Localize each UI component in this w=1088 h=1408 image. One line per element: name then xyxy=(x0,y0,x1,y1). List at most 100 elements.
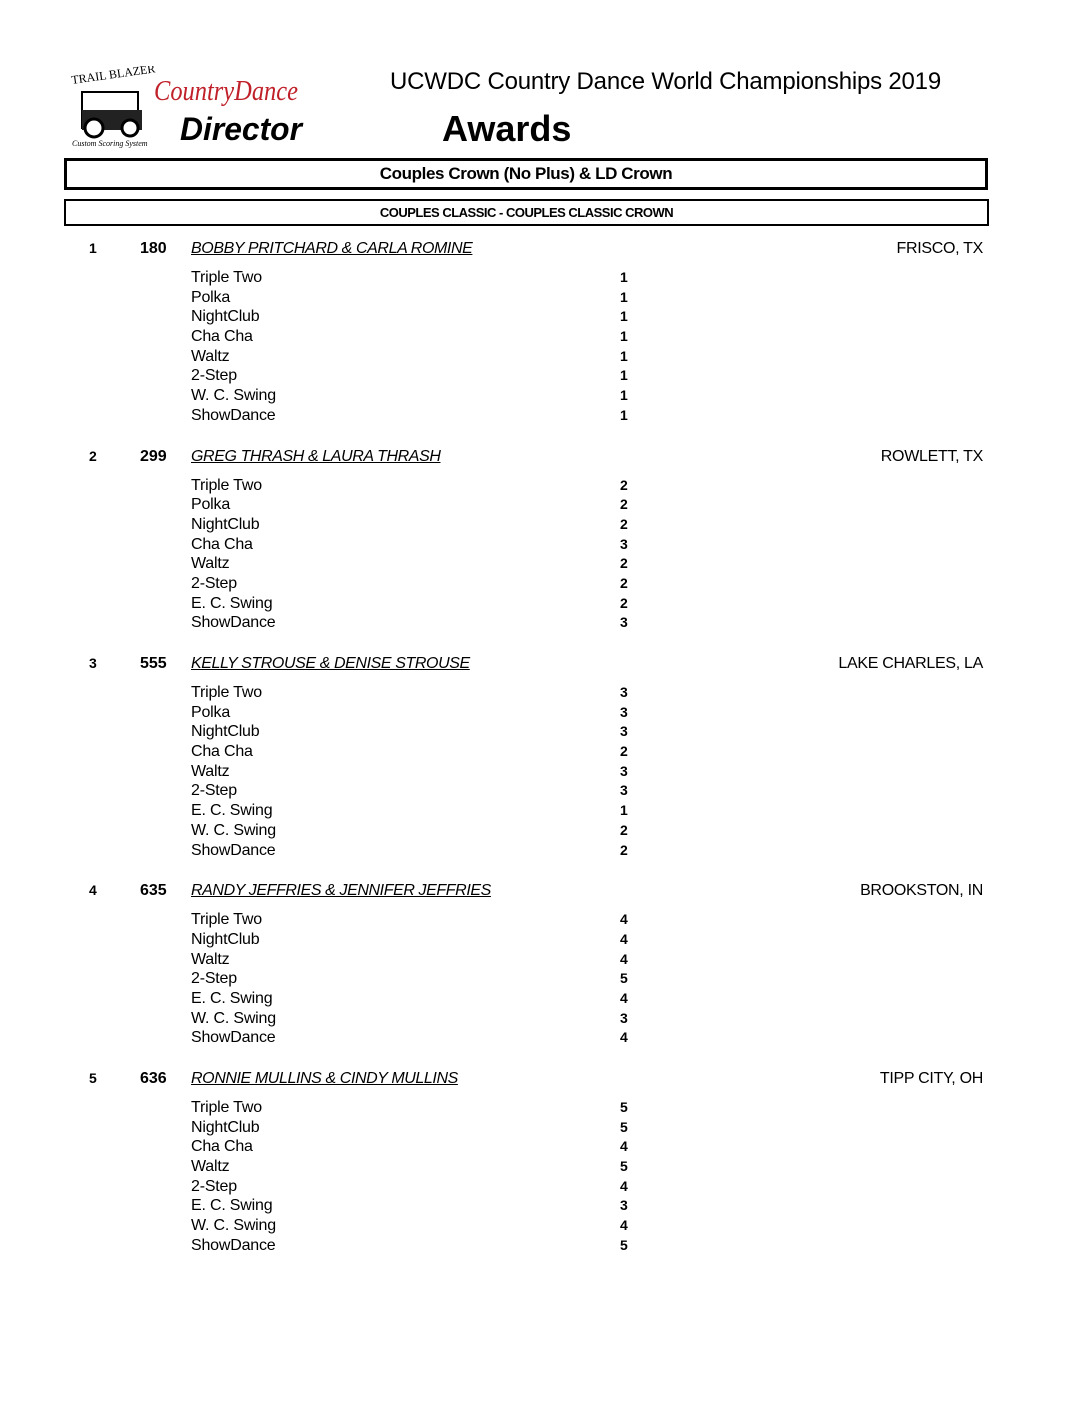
dance-row: NightClub 2 xyxy=(0,516,1088,536)
dance-row: Waltz 4 xyxy=(0,951,1088,971)
hometown: TIPP CITY, OH xyxy=(879,1070,983,1087)
couple-name: KELLY STROUSE & DENISE STROUSE xyxy=(191,655,470,672)
dance-row: Waltz 2 xyxy=(0,555,1088,575)
dance-placement: 3 xyxy=(620,762,628,779)
dance-row: Triple Two 5 xyxy=(0,1099,1088,1119)
dance-placement: 2 xyxy=(620,841,628,858)
result-entry: 2 299 GREG THRASH & LAURA THRASH ROWLETT… xyxy=(0,446,1088,635)
entry-header: 3 555 KELLY STROUSE & DENISE STROUSE LAK… xyxy=(0,653,1088,684)
result-entry: 3 555 KELLY STROUSE & DENISE STROUSE LAK… xyxy=(0,653,1088,861)
couple-name: BOBBY PRITCHARD & CARLA ROMINE xyxy=(191,240,473,257)
entry-header: 1 180 BOBBY PRITCHARD & CARLA ROMINE FRI… xyxy=(0,238,1088,269)
couple-number: 299 xyxy=(140,447,167,465)
dance-name: E. C. Swing xyxy=(191,989,273,1007)
dance-name: NightClub xyxy=(191,515,260,533)
dance-name: Polka xyxy=(191,288,231,306)
result-entry: 4 635 RANDY JEFFRIES & JENNIFER JEFFRIES… xyxy=(0,880,1088,1049)
dance-name: Waltz xyxy=(191,1158,230,1176)
dance-row: E. C. Swing 1 xyxy=(0,802,1088,822)
dance-name: ShowDance xyxy=(191,406,276,424)
dance-placement: 3 xyxy=(620,703,628,720)
dance-placement: 4 xyxy=(620,1138,628,1155)
dance-name: ShowDance xyxy=(191,1236,276,1254)
dance-placement: 4 xyxy=(620,1177,628,1194)
dance-placement: 3 xyxy=(620,723,628,740)
dance-row: Triple Two 3 xyxy=(0,684,1088,704)
result-entry: 5 636 RONNIE MULLINS & CINDY MULLINS TIP… xyxy=(0,1068,1088,1257)
dance-name: Triple Two xyxy=(191,476,262,494)
couple-name: GREG THRASH & LAURA THRASH xyxy=(191,447,441,465)
dance-row: 2-Step 4 xyxy=(0,1178,1088,1198)
dance-placement: 4 xyxy=(620,930,628,947)
dance-placement: 1 xyxy=(620,269,628,285)
dance-placement: 2 xyxy=(620,496,628,513)
hometown: BROOKSTON, IN xyxy=(860,882,983,900)
dance-name: W. C. Swing xyxy=(191,1009,276,1027)
dance-name: 2-Step xyxy=(191,782,237,800)
couple-name: RONNIE MULLINS & CINDY MULLINS xyxy=(191,1070,458,1087)
dance-placement: 2 xyxy=(620,574,628,591)
dance-name: Waltz xyxy=(191,555,230,573)
dance-row: 2-Step 5 xyxy=(0,970,1088,990)
dance-placement: 1 xyxy=(620,367,628,384)
dance-placement: 3 xyxy=(620,1197,628,1214)
couple-number: 555 xyxy=(140,655,167,672)
dance-row: Waltz 1 xyxy=(0,348,1088,368)
dance-row: W. C. Swing 4 xyxy=(0,1217,1088,1237)
dance-row: 2-Step 1 xyxy=(0,367,1088,387)
dance-name: E. C. Swing xyxy=(191,1197,273,1215)
dance-placement: 1 xyxy=(620,308,628,325)
dance-name: Cha Cha xyxy=(191,743,253,761)
dance-placement: 4 xyxy=(620,911,628,928)
couple-number: 636 xyxy=(140,1070,167,1087)
svg-text:TRAIL BLAZER: TRAIL BLAZER xyxy=(70,66,156,87)
dance-row: Cha Cha 2 xyxy=(0,743,1088,763)
svg-text:Custom Scoring System: Custom Scoring System xyxy=(72,139,148,148)
dance-name: Waltz xyxy=(191,347,230,365)
dance-placement: 4 xyxy=(620,989,628,1006)
dance-row: 2-Step 2 xyxy=(0,575,1088,595)
entry-header: 4 635 RANDY JEFFRIES & JENNIFER JEFFRIES… xyxy=(0,880,1088,911)
dance-row: E. C. Swing 4 xyxy=(0,990,1088,1010)
dance-name: W. C. Swing xyxy=(191,387,276,405)
entry-header: 2 299 GREG THRASH & LAURA THRASH ROWLETT… xyxy=(0,446,1088,477)
dance-placement: 2 xyxy=(620,515,628,532)
dance-placement: 3 xyxy=(620,684,628,700)
hometown: ROWLETT, TX xyxy=(880,447,984,465)
dance-placement: 5 xyxy=(620,1099,628,1115)
dance-row: W. C. Swing 2 xyxy=(0,822,1088,842)
dance-name: Waltz xyxy=(191,950,230,968)
dance-name: Waltz xyxy=(191,762,230,780)
dance-placement: 2 xyxy=(620,743,628,760)
dance-row: Waltz 5 xyxy=(0,1158,1088,1178)
dance-row: E. C. Swing 2 xyxy=(0,595,1088,615)
dance-row: Cha Cha 4 xyxy=(0,1138,1088,1158)
dance-row: W. C. Swing 1 xyxy=(0,387,1088,407)
dance-placement: 1 xyxy=(620,347,628,364)
dance-row: Triple Two 2 xyxy=(0,477,1088,497)
dance-row: Cha Cha 3 xyxy=(0,536,1088,556)
dance-row: ShowDance 2 xyxy=(0,842,1088,862)
dance-placement: 4 xyxy=(620,950,628,967)
dance-name: 2-Step xyxy=(191,970,237,988)
dance-row: Triple Two 1 xyxy=(0,269,1088,289)
dance-name: E. C. Swing xyxy=(191,802,273,820)
dance-name: Triple Two xyxy=(191,1099,262,1116)
event-title: UCWDC Country Dance World Championships … xyxy=(390,68,941,95)
dance-name: NightClub xyxy=(191,723,260,741)
dance-placement: 1 xyxy=(620,328,628,345)
dance-name: Polka xyxy=(191,496,231,514)
dance-name: ShowDance xyxy=(191,614,276,632)
category-title: COUPLES CLASSIC - COUPLES CLASSIC CROWN xyxy=(64,199,989,226)
dance-name: W. C. Swing xyxy=(191,821,276,839)
dance-placement: 3 xyxy=(620,614,628,631)
trail-blazer-country-dance-director-logo: TRAIL BLAZER Custom Scoring System Count… xyxy=(70,66,304,148)
dance-name: Cha Cha xyxy=(191,328,253,346)
dance-placement: 4 xyxy=(620,1029,628,1046)
dance-name: Triple Two xyxy=(191,269,262,286)
dance-placement: 2 xyxy=(620,555,628,572)
dance-name: ShowDance xyxy=(191,1029,276,1047)
dance-placement: 5 xyxy=(620,1118,628,1135)
svg-text:Director: Director xyxy=(180,111,304,147)
